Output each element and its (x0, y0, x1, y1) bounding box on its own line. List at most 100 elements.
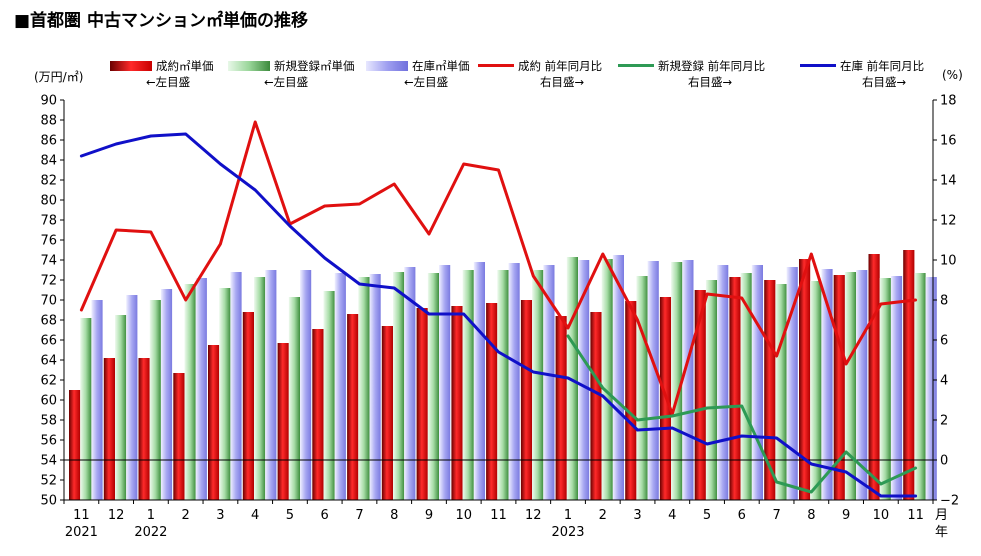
left-tick-label: 74 (40, 254, 57, 269)
left-tick-label: 68 (40, 314, 57, 329)
right-tick-label: 12 (940, 214, 957, 229)
month-label: 11 (490, 508, 507, 523)
left-tick-label: 86 (40, 134, 57, 149)
bar-closed (555, 316, 567, 500)
bar-new-listing (427, 273, 439, 500)
bar-inventory (647, 261, 659, 500)
bar-closed (103, 358, 115, 500)
year-label: 2021 (65, 525, 98, 540)
right-axis-unit: (%) (942, 68, 963, 82)
bar-new-listing (497, 270, 509, 500)
month-label: 3 (216, 508, 224, 523)
month-label: 9 (842, 508, 850, 523)
bar-closed (868, 254, 880, 500)
bar-inventory (543, 265, 555, 500)
legend-item-new-listing-price: 新規登録㎡単価 ←左目盛 (228, 58, 355, 90)
month-label: 4 (251, 508, 259, 523)
right-tick-label: −2 (940, 494, 959, 509)
month-label: 11 (907, 508, 924, 523)
bar-closed (520, 300, 533, 500)
legend-note: ←左目盛 (404, 75, 449, 89)
month-label: 12 (525, 508, 542, 523)
bar-new-listing (705, 280, 718, 500)
bar-closed (799, 259, 811, 500)
bar-inventory (334, 273, 346, 500)
bar-new-listing (462, 270, 474, 500)
bar-inventory (717, 265, 729, 500)
bar-closed (347, 314, 359, 500)
month-label: 7 (772, 508, 780, 523)
bar-inventory (578, 260, 590, 500)
inventory-yoy-line (79, 132, 918, 498)
bar-closed (729, 277, 741, 500)
bar-inventory (890, 276, 903, 500)
left-tick-label: 78 (40, 214, 57, 229)
month-label: 2 (599, 508, 607, 523)
right-tick-label: 6 (940, 334, 948, 349)
new-listing-yoy-line (566, 334, 918, 494)
left-tick-label: 82 (40, 174, 57, 189)
legend-note: 右目盛→ (688, 75, 733, 89)
right-tick-label: 0 (940, 454, 948, 469)
month-label: 1 (564, 508, 572, 523)
left-tick-label: 52 (40, 474, 57, 489)
bar-inventory (265, 270, 277, 500)
bar-closed (173, 373, 185, 500)
legend-label: 在庫 前年同月比 (840, 59, 925, 73)
legend-label: 成約 前年同月比 (518, 59, 603, 73)
right-tick-label: 10 (940, 254, 957, 269)
bar-inventory (230, 272, 242, 500)
month-label: 4 (668, 508, 676, 523)
left-tick-label: 76 (40, 234, 57, 249)
bar-new-listing (149, 300, 161, 500)
month-label: 6 (738, 508, 746, 523)
bar-new-listing (80, 318, 92, 500)
bar-closed (242, 312, 254, 500)
left-tick-label: 70 (40, 294, 57, 309)
legend-note: ←左目盛 (264, 75, 309, 89)
legend-line (478, 64, 514, 67)
bar-new-listing (810, 281, 822, 500)
bar-new-listing (184, 284, 196, 500)
bar-new-listing (532, 270, 544, 500)
legend-item-closed-price: 成約㎡単価 ←左目盛 (110, 58, 214, 90)
left-tick-label: 90 (40, 94, 57, 109)
left-tick-label: 72 (40, 274, 57, 289)
left-tick-label: 62 (40, 374, 57, 389)
month-label: 12 (108, 508, 125, 523)
bar-new-listing (358, 277, 370, 500)
bar-closed (833, 275, 845, 500)
month-label: 5 (703, 508, 711, 523)
bar-new-listing (254, 277, 266, 500)
bar-inventory (821, 269, 833, 500)
bar-inventory (473, 262, 485, 500)
bar-closed (69, 390, 81, 500)
bar-inventory (786, 267, 798, 500)
bar-new-listing (636, 276, 648, 500)
left-tick-label: 56 (40, 434, 57, 449)
bar-new-listing (879, 278, 891, 500)
month-label: 1 (147, 508, 155, 523)
left-tick-label: 60 (40, 394, 57, 409)
legend-label: 新規登録 前年同月比 (658, 59, 766, 73)
year-label: 2023 (551, 525, 584, 540)
bar-new-listing (844, 272, 857, 500)
bar-new-listing (671, 262, 683, 500)
month-label: 8 (390, 508, 398, 523)
left-tick-label: 64 (40, 354, 57, 369)
right-tick-label: 4 (940, 374, 948, 389)
bar-inventory (369, 274, 381, 500)
bar-closed (486, 303, 498, 500)
month-label: 9 (425, 508, 433, 523)
left-tick-label: 80 (40, 194, 57, 209)
right-tick-label: 14 (940, 174, 957, 189)
bar-inventory (126, 295, 138, 500)
bar-inventory (612, 255, 624, 500)
closed-yoy-line (79, 120, 918, 416)
month-suffix: 月 (935, 508, 948, 523)
legend-item-new-listing-yoy: 新規登録 前年同月比 右目盛→ (618, 58, 765, 90)
legend-note: 右目盛→ (862, 75, 907, 89)
month-label: 2 (182, 508, 190, 523)
month-label: 8 (807, 508, 815, 523)
left-axis-unit: (万円/㎡) (34, 70, 84, 84)
